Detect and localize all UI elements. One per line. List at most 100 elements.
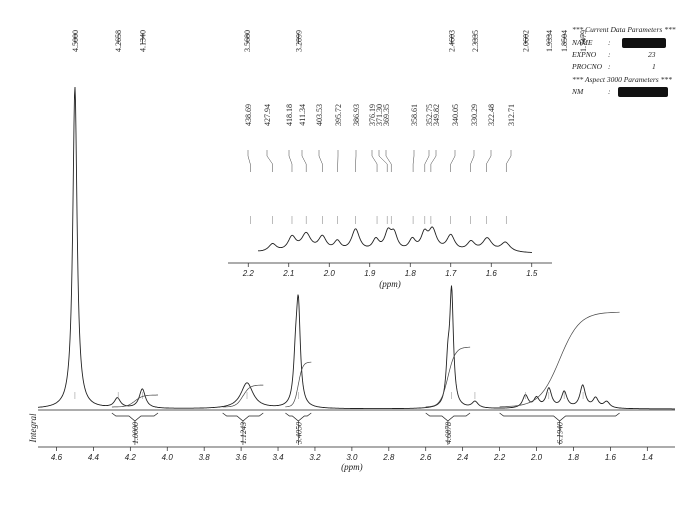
x-tick-label: 4.0 xyxy=(162,453,174,462)
param-nm-colon: : xyxy=(608,87,611,96)
inset-peak-label: 358.61 xyxy=(410,104,419,126)
inset-leader-line xyxy=(378,150,388,172)
main-peak-label: 2.3335 xyxy=(471,30,480,52)
inset-leader-line xyxy=(424,150,430,172)
inset-tick-label: 2.0 xyxy=(323,269,336,278)
param-header-aspect: *** Aspect 3000 Parameters *** xyxy=(572,75,672,84)
main-spectrum-trace xyxy=(38,86,675,410)
inset-spectrum: 2.2 2.1 2.0 1.9 1.8 1.7 1.6 1.5 (ppm) xyxy=(228,226,552,289)
inset-leader-line xyxy=(430,150,437,172)
integral-curves: 1.0000 1.1243 3.4050 4.6878 6.1940 xyxy=(111,311,620,445)
inset-peak-label: 340.05 xyxy=(451,104,460,126)
inset-peak-labels: 438.69 427.94 418.18 411.34 403.53 395.72 386.… xyxy=(244,104,516,224)
param-procno-colon: : xyxy=(608,62,611,71)
inset-peak-label: 312.71 xyxy=(507,104,516,126)
inset-peak-label: 438.69 xyxy=(244,104,253,126)
x-tick-label: 2.0 xyxy=(530,453,543,462)
inset-leader-line xyxy=(470,150,475,172)
inset-peak-label: 386.93 xyxy=(352,104,361,126)
integral-value: 1.0000 xyxy=(131,422,140,444)
x-tick-label: 3.6 xyxy=(236,453,248,462)
y-axis-title: Integral xyxy=(28,413,38,443)
integral-bracket xyxy=(499,412,620,422)
x-tick-label: 2.2 xyxy=(493,453,506,462)
x-tick-label: 3.2 xyxy=(309,453,321,462)
integral-curve xyxy=(425,346,471,408)
x-tick-label: 3.0 xyxy=(346,453,358,462)
inset-leader-line xyxy=(450,150,456,172)
x-tick-label: 2.8 xyxy=(382,453,395,462)
main-peak-label: 2.0602 xyxy=(521,30,530,52)
inset-tick-label: 1.9 xyxy=(364,269,376,278)
inset-leader-line xyxy=(288,150,293,172)
x-tick-label: 4.6 xyxy=(51,453,63,462)
integral-curve xyxy=(499,311,620,408)
inset-leader-line xyxy=(371,150,378,172)
inset-peak-label: 376.19 xyxy=(368,104,377,126)
inset-leader-line xyxy=(318,150,323,172)
inset-peak-label: 418.18 xyxy=(285,104,294,126)
inset-leader-line xyxy=(505,150,512,172)
main-peak-label: 2.4603 xyxy=(448,30,457,52)
inset-tick-label: 1.7 xyxy=(445,269,457,278)
inset-peak-label: 352.75 xyxy=(425,104,434,126)
param-nm-label: NM xyxy=(572,87,584,96)
x-tick-label: 2.6 xyxy=(419,453,432,462)
main-peak-label: 3.2899 xyxy=(294,30,303,52)
integral-value: 1.1243 xyxy=(239,422,248,444)
nm-redaction xyxy=(618,87,668,97)
inset-peak-label: 369.35 xyxy=(382,104,391,126)
param-expno-colon: : xyxy=(608,50,611,59)
main-peak-label: 1.7479 xyxy=(579,30,588,52)
inset-peak-label: 403.53 xyxy=(315,104,324,126)
inset-peak-label: 395.72 xyxy=(334,104,343,126)
x-tick-label: 4.4 xyxy=(88,453,100,462)
main-x-axis-title: (ppm) xyxy=(341,462,363,472)
inset-tick-label: 1.5 xyxy=(526,269,538,278)
integral-curve xyxy=(111,394,158,408)
inset-peak-label: 371.30 xyxy=(375,104,384,126)
integral-curve xyxy=(222,384,264,408)
integral-bracket xyxy=(111,412,159,422)
inset-leader-line xyxy=(266,150,273,172)
inset-tick-label: 2.1 xyxy=(282,269,294,278)
x-tick-label: 1.4 xyxy=(642,453,654,462)
param-header-current: *** Current Data Parameters *** xyxy=(572,25,676,34)
x-tick-label: 3.8 xyxy=(199,453,211,462)
integral-bracket xyxy=(425,412,471,422)
inset-leader-line xyxy=(247,150,251,172)
x-tick-label: 4.2 xyxy=(125,453,137,462)
inset-peak-label: 427.94 xyxy=(263,104,272,126)
inset-peak-label: 411.34 xyxy=(298,104,307,126)
integral-value: 6.1940 xyxy=(556,422,565,444)
param-expno-label: EXPNO xyxy=(572,50,597,59)
param-procno-label: PROCNO xyxy=(572,62,602,71)
param-name-colon: : xyxy=(608,38,611,47)
inset-x-axis-title: (ppm) xyxy=(379,279,401,289)
main-peak-label: 3.5680 xyxy=(243,30,252,52)
integral-value: 3.4050 xyxy=(294,422,303,445)
x-tick-label: 1.6 xyxy=(605,453,617,462)
axes: 4.6 4.4 4.2 4.0 3.8 3.6 3.4 3.2 3.0 2.8 2.6 2.4 2.2 2… xyxy=(28,409,675,472)
name-redaction xyxy=(622,38,666,48)
main-peak-label: 4.1340 xyxy=(139,30,148,52)
integral-bracket xyxy=(222,412,264,422)
x-tick-label: 3.4 xyxy=(272,453,284,462)
main-peak-label: 4.5000 xyxy=(71,30,80,52)
param-procno-value: 1 xyxy=(652,62,656,71)
param-name-label: NAME xyxy=(572,38,593,47)
inset-peak-label: 349.82 xyxy=(432,104,441,126)
inset-peak-label: 330.29 xyxy=(470,104,479,126)
inset-peak-label: 322.48 xyxy=(487,104,496,126)
main-peak-label: 1.9334 xyxy=(545,30,554,52)
integral-curve xyxy=(285,361,312,408)
inset-spectrum-trace xyxy=(258,226,532,253)
main-spectrum xyxy=(38,86,675,410)
inset-tick-label: 1.6 xyxy=(486,269,498,278)
inset-leader-line xyxy=(385,150,392,172)
integral-value: 4.6878 xyxy=(444,422,453,444)
inset-leader-line xyxy=(301,150,307,172)
inset-leader-line xyxy=(412,150,415,172)
main-peak-labels: 4.5000 4.2658 4.1340 3.5680 3.2899 2.4603 2.33… xyxy=(71,30,588,52)
